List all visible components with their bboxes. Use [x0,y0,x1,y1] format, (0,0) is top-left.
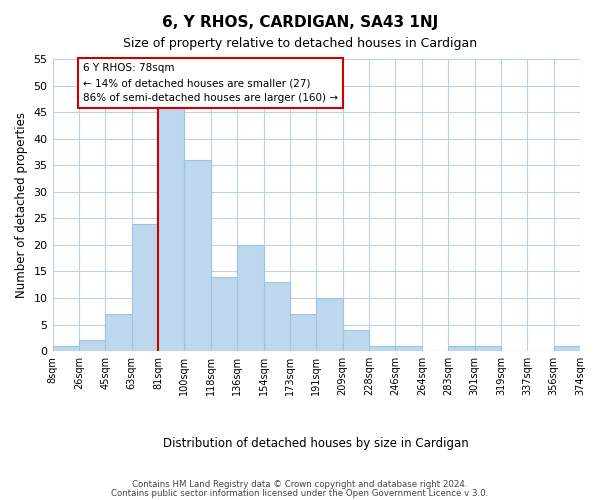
Text: Contains public sector information licensed under the Open Government Licence v : Contains public sector information licen… [112,489,488,498]
Bar [79,340,105,351]
Bar [184,160,211,351]
Text: Size of property relative to detached houses in Cardigan: Size of property relative to detached ho… [123,38,477,51]
Text: 6 Y RHOS: 78sqm
← 14% of detached houses are smaller (27)
86% of semi-detached h: 6 Y RHOS: 78sqm ← 14% of detached houses… [83,63,338,103]
Bar [158,107,184,351]
Bar [369,346,395,351]
Bar [395,346,422,351]
Text: Contains HM Land Registry data © Crown copyright and database right 2024.: Contains HM Land Registry data © Crown c… [132,480,468,489]
Bar [105,314,131,351]
Bar [237,245,263,351]
Bar [131,224,158,351]
Text: 6, Y RHOS, CARDIGAN, SA43 1NJ: 6, Y RHOS, CARDIGAN, SA43 1NJ [162,15,438,30]
Bar [263,282,290,351]
Bar [343,330,369,351]
Bar [290,314,316,351]
Bar [211,276,237,351]
Y-axis label: Number of detached properties: Number of detached properties [15,112,28,298]
X-axis label: Distribution of detached houses by size in Cardigan: Distribution of detached houses by size … [163,437,469,450]
Bar [448,346,475,351]
Bar [475,346,501,351]
Bar [53,346,79,351]
Bar [316,298,343,351]
Bar [554,346,580,351]
